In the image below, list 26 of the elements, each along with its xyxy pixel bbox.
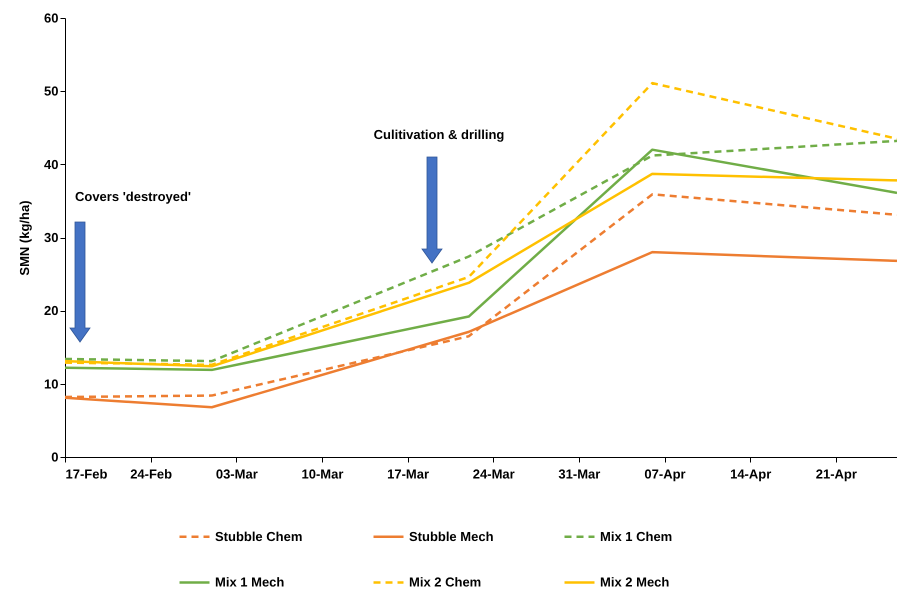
x-tick-label: 03-Mar [216,466,258,482]
y-axis-title: SMN (kg/ha) [17,200,32,276]
legend-label: Mix 1 Chem [600,528,672,544]
legend-label: Stubble Mech [409,528,494,544]
x-tick-label: 24-Mar [472,466,515,482]
x-tick-label: 07-Apr [644,466,686,482]
y-tick-label: 0 [51,450,58,464]
x-tick-label: 17-Mar [387,466,430,482]
y-tick-label: 40 [44,156,58,172]
legend-label: Stubble Chem [215,528,302,544]
x-tick-label: 24-Feb [130,466,172,482]
annotation: Covers 'destroyed' [75,189,192,204]
x-tick-label: 17-Feb [66,466,108,482]
legend-label: Mix 2 Mech [600,574,670,590]
legend-label: Mix 1 Mech [215,574,284,590]
x-tick-label: 21-Apr [816,466,857,482]
y-tick-label: 50 [44,84,58,99]
x-tick-label: 31-Mar [558,466,600,482]
y-tick-label: 10 [44,376,58,392]
x-tick-label: 10-Mar [301,466,344,482]
x-tick-label: 14-Apr [730,466,772,482]
y-tick-label: 20 [44,303,58,318]
annotation: Culitivation & drilling [374,127,504,142]
y-tick-label: 60 [44,10,58,26]
y-tick-label: 30 [44,230,58,245]
legend-label: Mix 2 Chem [409,574,482,590]
